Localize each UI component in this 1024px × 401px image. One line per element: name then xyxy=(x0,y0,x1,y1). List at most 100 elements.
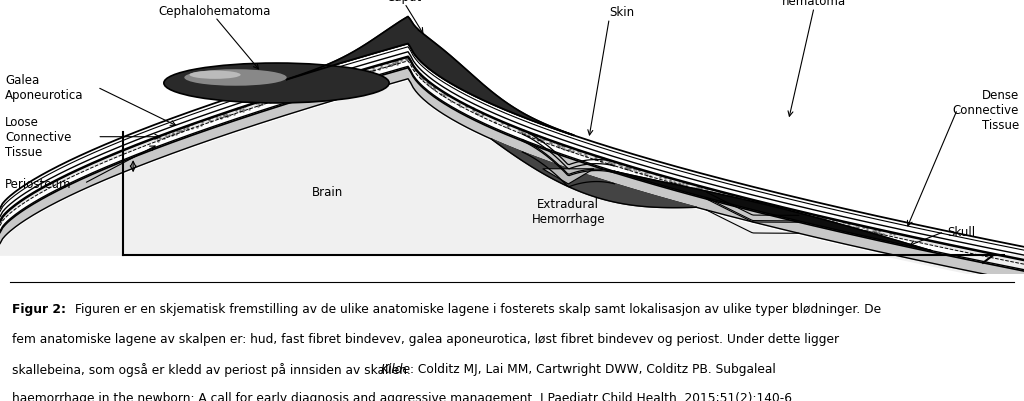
Point xyxy=(241,106,257,113)
Point xyxy=(208,114,224,120)
Point xyxy=(599,157,615,164)
Point xyxy=(201,116,217,123)
Point xyxy=(388,61,404,68)
Point xyxy=(870,228,887,235)
Point xyxy=(359,69,376,75)
Text: skallebeina, som også er kledd av periost på innsiden av skallen.: skallebeina, som også er kledd av perios… xyxy=(12,362,415,376)
Point xyxy=(751,202,767,209)
Point xyxy=(179,125,196,132)
Point xyxy=(525,132,542,139)
Point xyxy=(611,162,628,168)
Point xyxy=(218,113,234,119)
Point xyxy=(358,69,375,75)
Point xyxy=(283,91,299,98)
Point xyxy=(865,228,882,234)
Point xyxy=(603,160,620,167)
Point xyxy=(739,198,756,205)
Point xyxy=(812,216,828,222)
Polygon shape xyxy=(543,169,594,184)
Point xyxy=(740,199,757,206)
Point xyxy=(153,136,169,142)
Point xyxy=(254,101,270,107)
Point xyxy=(215,111,231,117)
Point xyxy=(732,197,749,203)
Point xyxy=(671,181,687,187)
Text: Caput: Caput xyxy=(387,0,422,4)
Point xyxy=(587,156,603,162)
Point xyxy=(168,132,184,138)
Point xyxy=(855,224,871,230)
Point xyxy=(323,77,339,83)
Point xyxy=(157,132,173,138)
Point xyxy=(194,120,210,126)
Text: Loose
Connective
Tissue: Loose Connective Tissue xyxy=(5,116,72,159)
Point xyxy=(783,211,800,217)
Polygon shape xyxy=(0,58,1024,265)
Point xyxy=(749,203,765,209)
Point xyxy=(407,68,423,74)
Point xyxy=(865,229,882,235)
Point xyxy=(751,202,767,209)
Point xyxy=(603,162,620,168)
Point xyxy=(678,182,694,189)
Point xyxy=(618,163,635,170)
Point xyxy=(272,96,289,102)
Point xyxy=(780,209,797,215)
Point xyxy=(204,115,220,121)
Point xyxy=(520,132,537,139)
Point xyxy=(617,166,634,172)
Point xyxy=(784,209,801,215)
Point xyxy=(387,59,403,65)
Point xyxy=(213,115,229,122)
Point xyxy=(631,167,647,173)
Point xyxy=(845,225,861,231)
Point xyxy=(414,75,430,81)
Point xyxy=(397,57,414,63)
Point xyxy=(811,215,827,221)
Text: Brain: Brain xyxy=(312,186,343,199)
Point xyxy=(499,125,515,131)
Point xyxy=(414,76,430,82)
Point xyxy=(688,185,705,191)
Point xyxy=(663,179,679,185)
Point xyxy=(426,85,442,92)
Point xyxy=(621,166,637,173)
Point xyxy=(532,138,549,145)
Point xyxy=(433,91,450,98)
Point xyxy=(262,99,279,105)
Point xyxy=(816,216,833,222)
Polygon shape xyxy=(492,140,696,208)
Point xyxy=(825,217,842,224)
Point xyxy=(314,80,331,86)
Point xyxy=(227,107,244,113)
Point xyxy=(791,212,807,219)
Point xyxy=(849,225,865,232)
Point xyxy=(631,168,647,174)
Point xyxy=(180,124,197,130)
Point xyxy=(164,133,180,139)
Point xyxy=(531,137,548,143)
Point xyxy=(560,147,577,154)
Point xyxy=(837,219,853,226)
Point xyxy=(672,181,688,187)
Point xyxy=(670,182,686,188)
Point xyxy=(593,158,609,165)
Point xyxy=(641,170,657,176)
Point xyxy=(690,184,707,190)
Point xyxy=(373,62,389,69)
Point xyxy=(517,132,534,138)
Polygon shape xyxy=(0,69,1024,282)
Point xyxy=(201,117,217,124)
Point xyxy=(521,130,538,137)
Point xyxy=(648,172,665,178)
Point xyxy=(400,56,417,62)
Point xyxy=(278,94,294,101)
Point xyxy=(797,213,813,219)
Point xyxy=(611,162,628,168)
Point xyxy=(176,126,193,133)
Point xyxy=(652,174,669,181)
Point xyxy=(667,180,683,187)
Point xyxy=(637,170,653,177)
Point xyxy=(848,224,864,230)
Point xyxy=(165,130,181,137)
